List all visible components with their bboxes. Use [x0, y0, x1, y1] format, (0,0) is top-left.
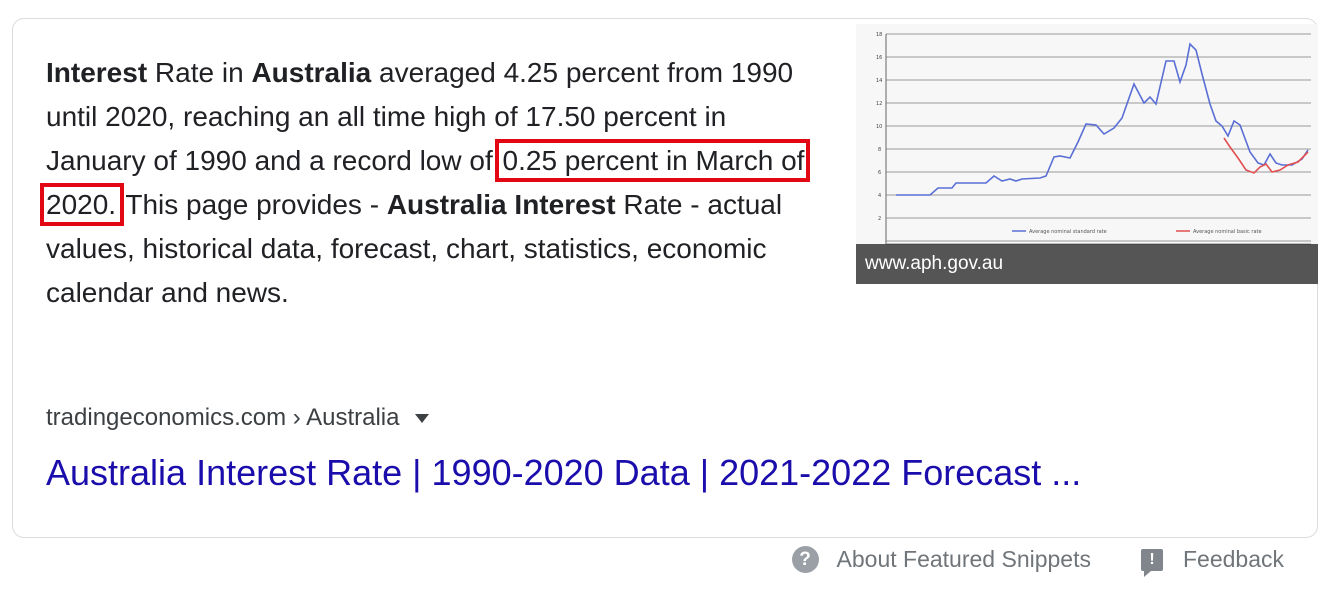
highlighted-answer: 0.25 percent in March of 2020. — [39, 139, 811, 226]
snippet-text-span: Rate in — [147, 57, 252, 88]
snippet-text-span: This page provides - — [118, 189, 387, 220]
snippet-text-span: Rate - actual values, historical data, f… — [46, 189, 783, 308]
svg-text:2: 2 — [878, 216, 881, 222]
snippet-bold-text: Australia — [251, 57, 372, 88]
svg-text:10: 10 — [876, 124, 882, 130]
svg-text:12: 12 — [876, 101, 882, 107]
about-featured-snippets-label: About Featured Snippets — [836, 546, 1091, 572]
thumbnail-source-caption[interactable]: www.aph.gov.au — [856, 244, 1318, 284]
snippet-thumbnail[interactable]: 18 16 14 12 10 8 6 4 2 Average nominal standar… — [856, 24, 1318, 284]
svg-text:6: 6 — [878, 170, 881, 176]
snippet-bold-text: Australia Interest — [386, 189, 616, 220]
svg-text:16: 16 — [876, 55, 882, 61]
chevron-down-icon[interactable] — [415, 413, 430, 423]
snippet-bold-text: Interest — [46, 57, 148, 88]
svg-text:Average nominal basic rate: Average nominal basic rate — [1193, 229, 1262, 235]
snippet-text: Interest Rate in Australia averaged 4.25… — [39, 51, 826, 315]
thumbnail-chart-image: 18 16 14 12 10 8 6 4 2 Average nominal standar… — [856, 24, 1318, 284]
result-breadcrumb: tradingeconomics.com › Australia — [46, 404, 430, 432]
about-featured-snippets-link[interactable]: ? About Featured Snippets — [791, 546, 1091, 573]
help-circle-icon: ? — [791, 546, 819, 573]
snippet-text-span: averaged 4.25 percent from 1990 until 20… — [46, 57, 794, 176]
feedback-label: Feedback — [1182, 546, 1284, 572]
svg-text:8: 8 — [878, 147, 881, 153]
svg-text:18: 18 — [876, 32, 882, 38]
svg-text:Average nominal standard rate: Average nominal standard rate — [1029, 229, 1107, 235]
result-title-link[interactable]: Australia Interest Rate | 1990-2020 Data… — [46, 452, 1082, 493]
breadcrumb-text: tradingeconomics.com › Australia — [46, 404, 400, 431]
feedback-icon: ! — [1140, 548, 1163, 577]
svg-text:14: 14 — [876, 78, 882, 84]
svg-text:4: 4 — [878, 193, 881, 199]
feedback-link[interactable]: ! Feedback — [1140, 546, 1284, 577]
snippet-footer: ? About Featured Snippets ! Feedback — [791, 546, 1284, 577]
